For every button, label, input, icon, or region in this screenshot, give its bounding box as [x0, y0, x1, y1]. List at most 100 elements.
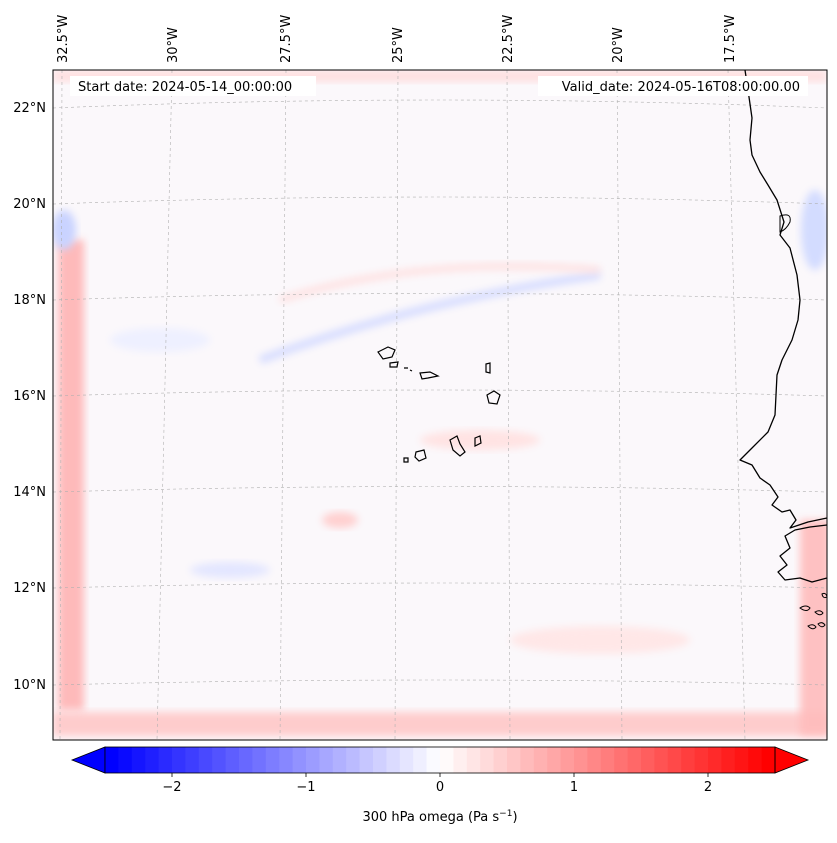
lon-label-27-5w: 27.5°W: [279, 15, 294, 63]
parallel-18n: [53, 293, 827, 301]
lon-label-17-5w: 17.5°W: [723, 15, 738, 63]
colorbar-step: [212, 747, 227, 773]
colorbar-step: [761, 747, 776, 773]
coastline-africa: [739, 70, 827, 583]
colorbar-step: [614, 747, 629, 773]
parallel-14n: [53, 486, 827, 493]
meridian-25w: [394, 70, 399, 740]
colorbar-step: [306, 747, 320, 773]
latitude-axis: 22°N 20°N 18°N 16°N 14°N 12°N 10°N: [13, 101, 46, 693]
field-streak-blue: [258, 271, 601, 364]
lon-label-25w: 25°W: [391, 27, 406, 63]
colorbar-step: [587, 747, 602, 773]
colorbar-step: [172, 747, 186, 773]
colorbar-step: [641, 747, 655, 773]
field-blob-blue-west-mid: [110, 328, 210, 352]
colorbar-step: [185, 747, 200, 773]
colorbar-step: [319, 747, 334, 773]
colorbar-extend-min: [70, 746, 106, 774]
island-boa-vista: [486, 390, 501, 405]
colorbar-step: [131, 747, 146, 773]
island-sao-vicente: [389, 361, 399, 368]
colorbar-step: [708, 747, 722, 773]
island-santa-luzia: [404, 367, 413, 372]
lon-label-32-5w: 32.5°W: [56, 15, 71, 63]
colorbar-step: [533, 747, 548, 773]
lon-label-22-5w: 22.5°W: [501, 15, 516, 63]
map-frame: [52, 69, 828, 741]
colorbar-step: [654, 747, 669, 773]
colorbar-step: [600, 747, 615, 773]
lat-label-10n: 10°N: [13, 678, 46, 693]
island-brava: [403, 457, 409, 463]
meridian-32-5w: [59, 70, 63, 740]
parallel-20n: [53, 196, 827, 205]
colorbar-step: [346, 747, 361, 773]
colorbar-step: [721, 747, 736, 773]
colorbar-step: [399, 747, 414, 773]
colorbar-step: [413, 747, 428, 773]
colorbar-step: [748, 747, 763, 773]
lat-label-12n: 12°N: [13, 581, 46, 596]
meridian-30w: [156, 70, 173, 740]
field-streak-red: [279, 263, 601, 303]
start-date-box: [70, 76, 316, 96]
colorbar-step: [292, 747, 307, 773]
map-background: [53, 70, 827, 740]
field-band-left: [58, 240, 84, 710]
lat-label-20n: 20°N: [13, 197, 46, 212]
parallel-10n: [53, 679, 827, 686]
colorbar-step: [466, 747, 481, 773]
field-band-bottom: [53, 712, 827, 736]
colorbar-step: [279, 747, 294, 773]
colorbar-extend-max: [774, 746, 810, 774]
colorbar-ticks: −2 −1 0 1 2: [162, 773, 712, 795]
lat-label-18n: 18°N: [13, 293, 46, 308]
coastline-bijagos: [799, 592, 827, 630]
colorbar-step: [520, 747, 535, 773]
colorbar-step: [225, 747, 240, 773]
colorbar-tick-label: 1: [570, 780, 578, 795]
lat-label-16n: 16°N: [13, 389, 46, 404]
colorbar-step: [627, 747, 642, 773]
graticule: [53, 70, 827, 740]
colorbar-step: [145, 747, 160, 773]
lon-label-20w: 20°W: [611, 27, 626, 63]
colorbar-step: [507, 747, 521, 773]
colorbar-step: [198, 747, 213, 773]
longitude-axis: 32.5°W 30°W 27.5°W 25°W 22.5°W 20°W 17.5…: [56, 15, 738, 63]
coastline-inlet: [779, 214, 791, 233]
colorbar-step: [681, 747, 696, 773]
cape-verde-islands: [377, 346, 501, 463]
parallel-16n: [53, 389, 827, 397]
colorbar-step: [118, 747, 133, 773]
colorbar-tick-label: 2: [704, 780, 712, 795]
colorbar-step: [386, 747, 401, 773]
colorbar-step: [480, 747, 495, 773]
field-blob-blue-east: [801, 190, 827, 270]
colorbar-step: [265, 747, 280, 773]
island-sao-nicolau: [419, 371, 440, 380]
colorbar-step: [547, 747, 562, 773]
colorbar-label: 300 hPa omega (Pa s−1): [362, 809, 517, 825]
field-band-right: [800, 520, 827, 735]
island-maio: [474, 435, 482, 447]
island-santo-antao: [377, 346, 396, 360]
colorbar-step: [493, 747, 508, 773]
colorbar-step: [560, 747, 575, 773]
meridian-22-5w: [506, 70, 511, 740]
island-fogo: [414, 449, 427, 462]
meridian-17-5w: [727, 70, 746, 740]
colorbar-tick-label: 0: [436, 780, 444, 795]
start-date-label: Start date: 2024-05-14_00:00:00: [78, 80, 292, 95]
valid-date-label: Valid_date: 2024-05-16T08:00:00.00: [562, 80, 800, 95]
colorbar-tick-label: −2: [162, 780, 181, 795]
lat-label-14n: 14°N: [13, 485, 46, 500]
field-blob-red-south: [510, 626, 690, 654]
colorbar-step: [373, 747, 387, 773]
colorbar-step: [426, 747, 441, 773]
colorbar-step: [359, 747, 374, 773]
map-panel: Start date: 2024-05-14_00:00:00 Valid_da…: [52, 69, 828, 741]
colorbar-step: [332, 747, 347, 773]
